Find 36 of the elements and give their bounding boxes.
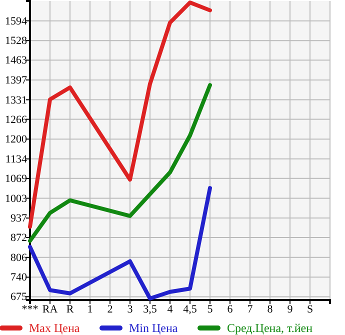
x-tick-label: RA — [42, 304, 58, 316]
y-tick-label: 1397 — [5, 74, 28, 86]
x-tick-label: 7 — [247, 304, 254, 316]
line-series — [28, 186, 212, 300]
y-tick-label: 1003 — [5, 192, 28, 205]
x-tick-label: 2 — [107, 304, 113, 316]
y-tick-label: 675 — [10, 291, 28, 304]
line-series — [28, 0, 212, 229]
x-tick-label: R — [66, 304, 74, 316]
y-tick-label: 1266 — [5, 114, 28, 126]
y-tick-label: 1200 — [5, 134, 28, 146]
y-tick-label: 1134 — [5, 153, 28, 166]
legend-label: Max Цена — [29, 321, 80, 335]
line-series — [28, 83, 212, 243]
x-tick-label: 8 — [267, 304, 274, 316]
y-tick-label: 1463 — [5, 54, 28, 67]
legend-label: Min Цена — [129, 321, 178, 335]
y-tick-label: 1594 — [5, 15, 28, 28]
x-tick-label: *** — [22, 304, 38, 316]
legend-label: Сред.Цена, т.йен — [227, 321, 314, 335]
x-tick-label: S — [306, 304, 314, 316]
x-tick-label: 5 — [207, 304, 214, 316]
y-tick-label: 937 — [10, 212, 28, 225]
y-tick-label: 1069 — [5, 172, 28, 185]
y-tick-label: 872 — [10, 232, 27, 244]
x-tick-label: 1 — [87, 304, 93, 316]
x-tick-label: 3 — [127, 304, 134, 316]
x-tick-label: 4 — [167, 304, 174, 316]
x-tick-label: 4,5 — [183, 304, 198, 316]
y-tick-label: 1528 — [5, 35, 28, 48]
y-tick-label: 740 — [10, 272, 28, 284]
x-tick-label: 3,5 — [143, 304, 158, 316]
y-tick-label: 1331 — [5, 94, 27, 106]
y-tick-label: 806 — [10, 252, 28, 264]
x-tick-label: 6 — [227, 304, 234, 316]
x-tick-label: 9 — [287, 304, 294, 316]
